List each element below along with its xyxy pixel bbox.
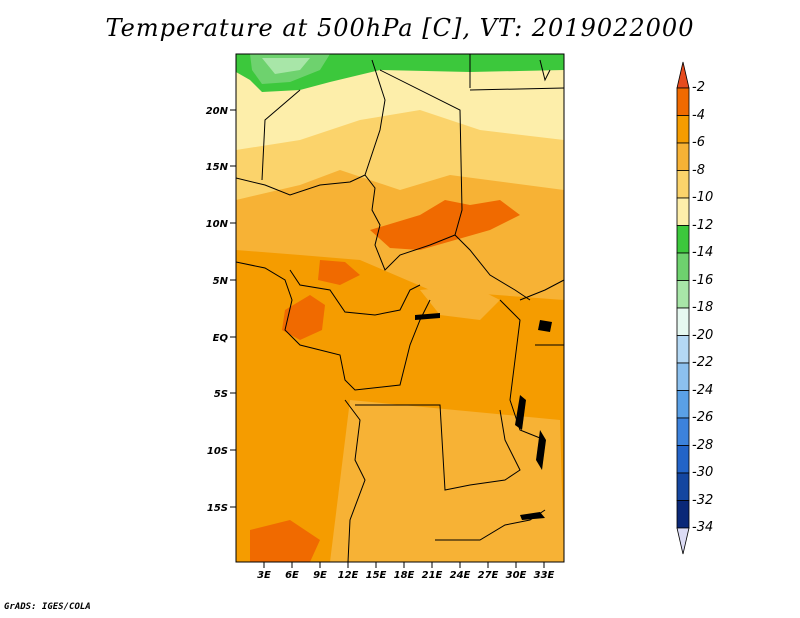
lon-label: 21E xyxy=(422,570,443,581)
colorbar-label: -14 xyxy=(692,245,714,260)
lat-label: EQ xyxy=(213,333,229,344)
colorbar-swatch xyxy=(676,252,690,281)
lon-label: 30E xyxy=(506,570,527,581)
colorbar-swatch xyxy=(676,500,690,529)
colorbar-swatch xyxy=(676,307,690,336)
lon-ticks xyxy=(263,562,545,568)
field-cool-patch-congo xyxy=(420,285,500,320)
border-egypt-sudan xyxy=(469,87,564,91)
lake-kariba xyxy=(520,512,545,520)
lat-label: 10S xyxy=(207,446,228,457)
lake-congo-basin xyxy=(415,313,440,320)
colorbar-swatch xyxy=(676,280,690,309)
colorbar-label: -24 xyxy=(692,382,714,398)
lon-label: 12E xyxy=(338,570,359,581)
lon-label: 15E xyxy=(366,570,387,581)
border-cameroon-car xyxy=(289,269,421,316)
lon-label: 3E xyxy=(257,570,271,581)
border-south-sudan xyxy=(519,279,564,301)
colorbar-swatch xyxy=(676,225,690,254)
colorbar-swatch xyxy=(676,362,690,391)
lat-ticks xyxy=(230,109,236,508)
colorbar-label: -2 xyxy=(692,80,705,95)
lakes xyxy=(415,313,552,520)
field-warm-patch-gabon xyxy=(282,295,325,340)
colorbar-bottom-arrow xyxy=(676,527,690,555)
colorbar-swatch xyxy=(676,142,690,171)
border-angola-drc xyxy=(355,404,521,491)
colorbar-label: -4 xyxy=(692,107,705,123)
colorbar-label: -20 xyxy=(692,327,714,343)
colorbar-label: -10 xyxy=(692,190,714,205)
lat-label: 15S xyxy=(207,503,228,514)
lat-label: 5S xyxy=(214,389,228,400)
field-warm-patch-cameroon xyxy=(318,260,360,285)
colorbar-label: -12 xyxy=(692,217,714,233)
border-chad-sudan xyxy=(379,69,463,236)
lake-malawi xyxy=(536,430,546,470)
border-nile-delta xyxy=(539,59,551,82)
colorbar-label: -16 xyxy=(692,272,714,288)
border-east-drc xyxy=(499,299,546,441)
border-algeria-mali xyxy=(261,89,301,181)
border-niger-chad xyxy=(364,59,386,176)
colorbar-label: -26 xyxy=(692,410,714,425)
colorbar-label: -28 xyxy=(692,437,714,453)
lon-label: 9E xyxy=(313,570,327,581)
colorbar-label: -6 xyxy=(692,135,705,150)
lon-label: 6E xyxy=(285,570,299,581)
country-borders xyxy=(236,54,564,562)
colorbar-swatch xyxy=(676,115,690,144)
colorbar-label: -34 xyxy=(692,520,714,535)
lake-victoria xyxy=(538,320,552,332)
colorbar-swatch xyxy=(676,472,690,501)
colorbar-label: -30 xyxy=(692,465,714,480)
border-congo xyxy=(319,299,431,391)
colorbar-label: -18 xyxy=(692,300,714,315)
field-coldest-patch xyxy=(262,58,310,74)
colorbar-label: -32 xyxy=(692,492,714,508)
border-angola-west xyxy=(344,399,366,562)
field-warm-patch-southwest xyxy=(250,520,320,562)
lat-label: 10N xyxy=(206,219,229,230)
colorbar-swatch xyxy=(676,87,690,116)
colorbar-top-arrow xyxy=(676,61,690,89)
lon-label: 24E xyxy=(450,570,471,581)
credit-text: GrADS: IGES/COLA xyxy=(4,602,91,612)
lon-labels: 3E 6E 9E 12E 15E 18E 21E 24E 27E 30E 33E xyxy=(257,570,554,581)
lon-label: 18E xyxy=(394,570,415,581)
coastline-gulf xyxy=(236,261,321,351)
map-title: Temperature at 500hPa [C], VT: 201902200… xyxy=(105,14,695,42)
lat-label: 15N xyxy=(206,162,229,173)
colorbar-swatch xyxy=(676,417,690,446)
plot-frame xyxy=(235,53,565,563)
colorbar-label: -22 xyxy=(692,355,714,370)
colorbar xyxy=(676,61,690,555)
colorbar-label: -8 xyxy=(692,162,705,178)
lon-label: 33E xyxy=(534,570,555,581)
colorbar-swatch xyxy=(676,197,690,226)
border-sahel xyxy=(236,174,531,301)
lat-label: 5N xyxy=(213,276,229,287)
colorbar-swatch xyxy=(676,170,690,199)
field-warm-patch-chad xyxy=(370,200,520,250)
lat-labels: 20N 15N 10N 5N EQ 5S 10S 15S xyxy=(206,106,229,514)
colorbar-swatch xyxy=(676,335,690,364)
colorbar-swatch xyxy=(676,445,690,474)
lon-label: 27E xyxy=(478,570,499,581)
colorbar-swatch xyxy=(676,390,690,419)
lat-label: 20N xyxy=(206,106,229,117)
lake-tanganyika xyxy=(515,395,526,430)
temperature-field xyxy=(236,54,564,562)
